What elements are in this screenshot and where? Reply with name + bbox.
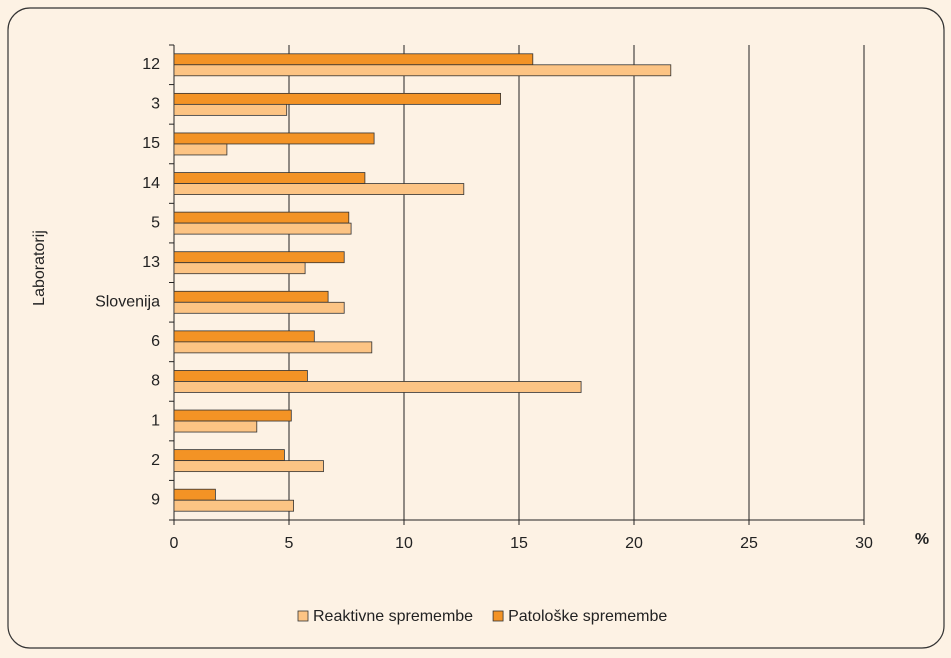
- x-tick-label: 20: [625, 535, 643, 552]
- legend-swatch: [492, 610, 504, 622]
- legend-label: Reaktivne spremembe: [313, 608, 473, 625]
- bar: [173, 420, 258, 433]
- y-tick-label: 5: [151, 214, 160, 231]
- bar: [173, 132, 375, 145]
- y-tick-label: 1: [151, 412, 160, 429]
- legend-swatch: [297, 610, 309, 622]
- bar: [173, 53, 534, 66]
- bar: [173, 449, 285, 462]
- x-tick-label: 30: [855, 535, 873, 552]
- bar: [173, 251, 345, 264]
- bar: [173, 92, 502, 105]
- x-tick-label: 5: [285, 535, 294, 552]
- bar: [173, 172, 366, 184]
- x-tick-label: 10: [395, 535, 413, 552]
- bar: [173, 290, 329, 303]
- bar: [173, 381, 582, 393]
- bar: [173, 330, 315, 343]
- bar: [173, 143, 228, 156]
- y-tick-label: 14: [142, 175, 160, 192]
- bar: [173, 409, 292, 422]
- bar: [173, 460, 324, 473]
- x-tick-label: 0: [170, 535, 179, 552]
- bar: [173, 103, 288, 116]
- legend-label: Patološke spremembe: [508, 608, 667, 625]
- x-tick-label: 25: [740, 535, 758, 552]
- bar: [173, 183, 465, 195]
- y-tick-label: 6: [151, 333, 160, 350]
- bar: [173, 499, 294, 512]
- y-tick-label: 12: [142, 56, 160, 73]
- y-tick-label: 15: [142, 135, 160, 152]
- x-tick-label: 15: [510, 535, 528, 552]
- bar: [173, 301, 345, 314]
- y-tick-label: Slovenija: [95, 294, 160, 311]
- x-axis-label: %: [915, 531, 929, 548]
- bar: [173, 64, 672, 77]
- y-tick-label: 8: [151, 373, 160, 390]
- y-tick-label: 2: [151, 452, 160, 469]
- bar: [173, 222, 352, 235]
- bar: [173, 341, 373, 354]
- y-tick-label: 13: [142, 254, 160, 271]
- bar: [173, 370, 308, 382]
- bar: [173, 488, 216, 501]
- y-tick-label: 3: [151, 96, 160, 113]
- y-tick-label: 9: [151, 491, 160, 508]
- bar: [173, 211, 350, 224]
- bar: [173, 262, 306, 275]
- chart-panel: [7, 7, 945, 649]
- y-axis-label: Laboratorij: [31, 230, 48, 306]
